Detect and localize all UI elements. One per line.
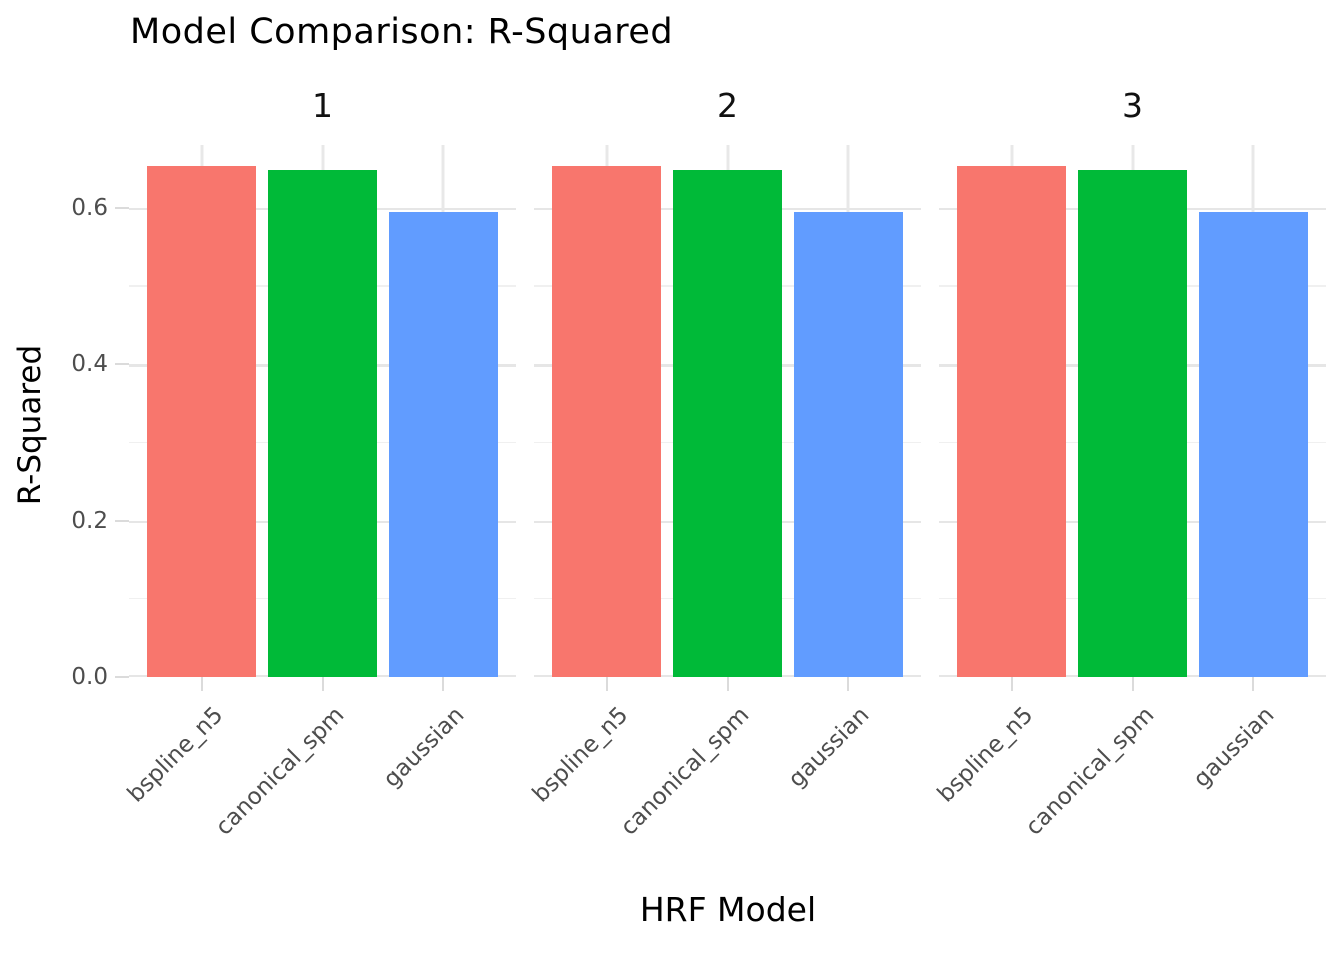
facet-label: 2 — [717, 86, 738, 125]
x-tick-mark — [847, 677, 850, 691]
y-tick-mark — [115, 519, 129, 522]
y-tick-mark — [115, 676, 129, 678]
x-axis-title: HRF Model — [639, 890, 817, 929]
y-tick-mark — [115, 206, 129, 209]
x-tick-mark — [321, 677, 324, 691]
facet-panel — [939, 145, 1326, 677]
y-tick-label: 0.0 — [71, 664, 108, 690]
bar-bspline_n5 — [552, 166, 661, 677]
bar-canonical_spm — [268, 170, 377, 677]
x-tick-mark — [442, 677, 445, 691]
facet-label: 1 — [312, 86, 333, 125]
y-tick-label: 0.6 — [71, 194, 108, 221]
bar-bspline_n5 — [147, 166, 256, 677]
chart-title: Model Comparison: R-Squared — [130, 12, 674, 52]
bar-gaussian — [794, 212, 903, 677]
x-tick-mark — [605, 677, 608, 691]
bar-gaussian — [389, 212, 498, 677]
bar-canonical_spm — [1078, 170, 1187, 677]
x-tick-mark — [1131, 677, 1134, 691]
y-tick-label: 0.4 — [71, 351, 108, 378]
x-tick-mark — [200, 677, 203, 691]
y-tick-label: 0.2 — [71, 507, 108, 534]
bar-gaussian — [1199, 212, 1308, 677]
bar-canonical_spm — [673, 170, 782, 677]
x-tick-mark — [1010, 677, 1013, 691]
bar-bspline_n5 — [957, 166, 1066, 677]
x-tick-mark — [1252, 677, 1255, 691]
facet-label: 3 — [1122, 86, 1143, 125]
x-tick-mark — [726, 677, 729, 691]
facet-panel — [129, 145, 516, 677]
facet-panel — [534, 145, 921, 677]
y-tick-mark — [115, 363, 129, 366]
